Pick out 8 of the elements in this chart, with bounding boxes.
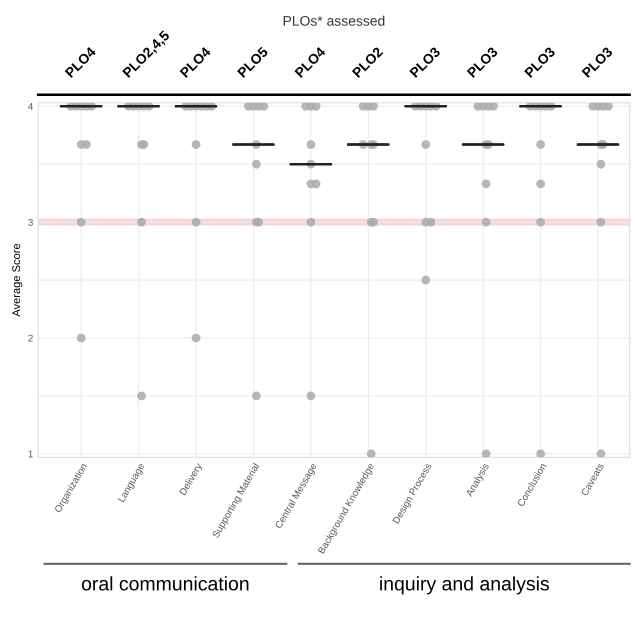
- y-tick-label: 2: [28, 334, 33, 342]
- text: oral communication: [82, 576, 248, 591]
- chart-title: PLOs* assessed: [284, 16, 384, 26]
- y-tick-label: 1: [28, 450, 33, 458]
- y-tick-label: 4: [28, 103, 34, 110]
- y-tick-label: 3: [28, 218, 33, 226]
- y-axis-title: Average Score: [12, 244, 22, 317]
- text: inquiry and analysis: [380, 576, 549, 594]
